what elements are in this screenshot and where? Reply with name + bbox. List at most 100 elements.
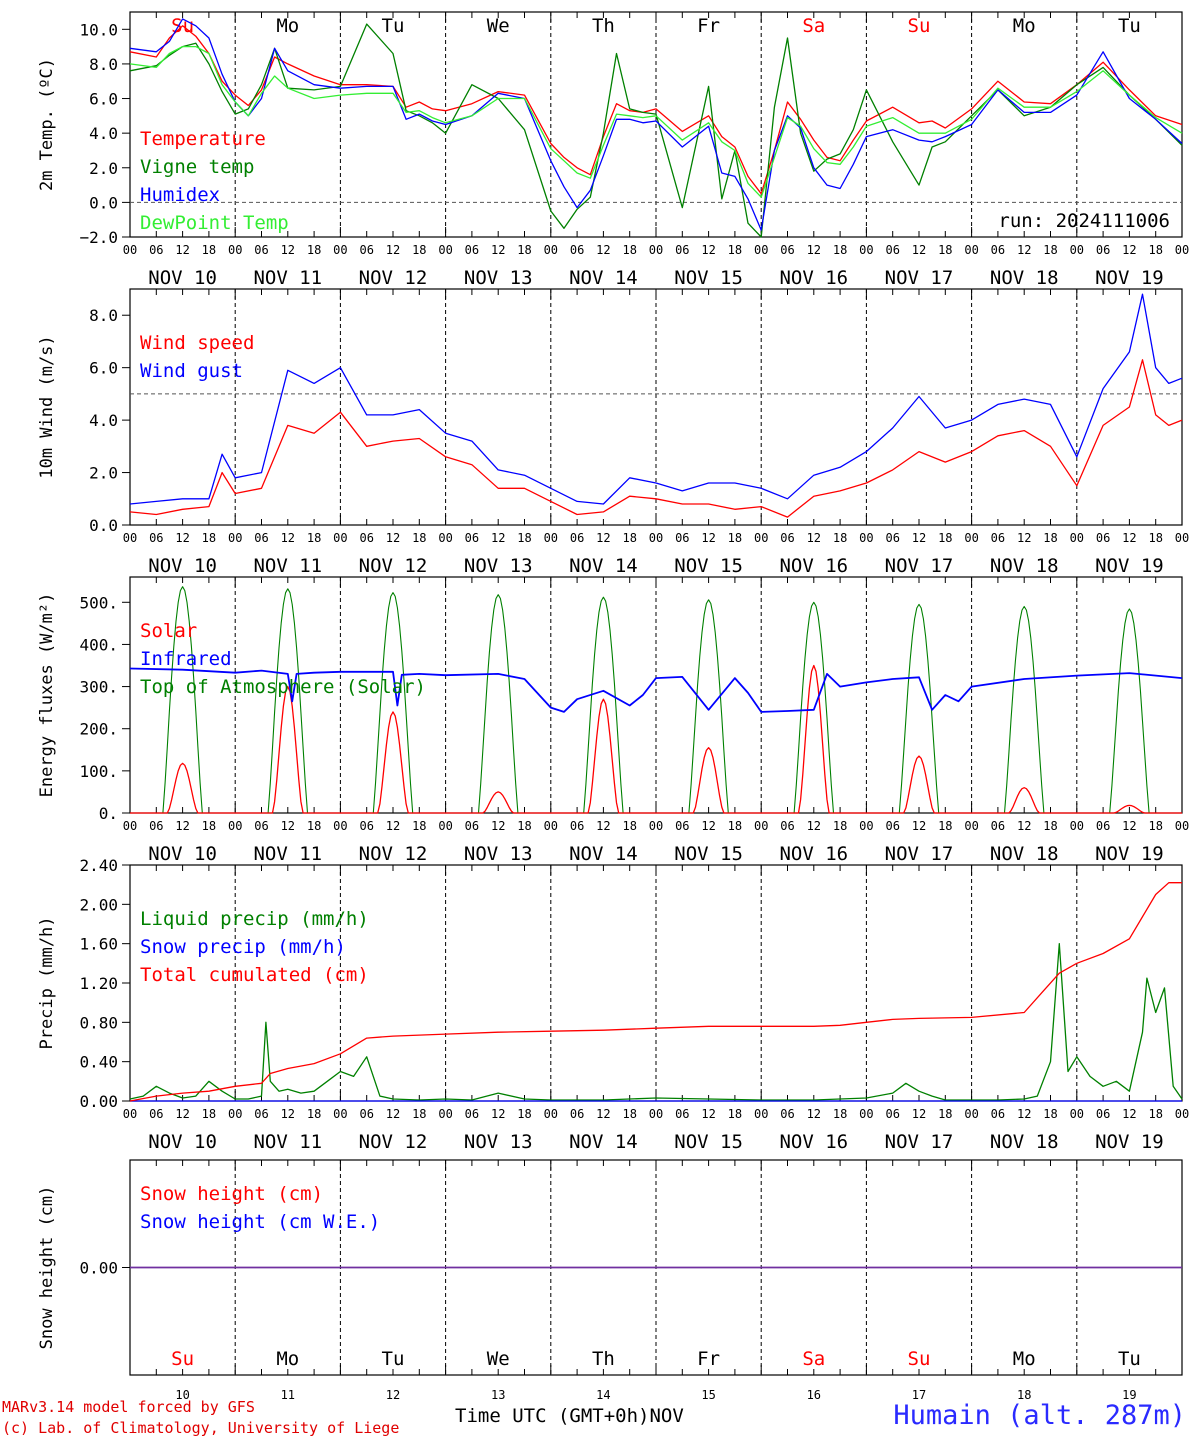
hour-tick-label: 18 <box>412 1107 426 1121</box>
hour-tick-label: 06 <box>570 531 584 545</box>
hour-tick-label: 06 <box>885 243 899 257</box>
day-label: NOV 17 <box>885 843 954 865</box>
legend-entry: Wind gust <box>140 360 243 382</box>
legend-entry: Temperature <box>140 128 266 150</box>
model-credit: MARv3.14 model forced by GFS <box>2 1398 255 1416</box>
weekday-label: Mo <box>1013 1348 1036 1370</box>
y-tick-label: 4.0 <box>89 124 118 143</box>
day-label: NOV 17 <box>885 555 954 577</box>
day-label: NOV 12 <box>359 843 428 865</box>
hour-tick-label: 12 <box>281 819 295 833</box>
hour-tick-label: 00 <box>333 531 347 545</box>
y-tick-label: 1.20 <box>79 974 118 993</box>
y-tick-label: 0.0 <box>89 516 118 535</box>
legend-entry: Humidex <box>140 184 220 206</box>
hour-tick-label: 00 <box>964 1107 978 1121</box>
hour-tick-label: 06 <box>254 819 268 833</box>
day-number-label: 19 <box>1122 1388 1136 1402</box>
legend-entry: Wind speed <box>140 332 254 354</box>
hour-tick-label: 18 <box>1043 819 1057 833</box>
legend-entry: Snow precip (mm/h) <box>140 936 346 958</box>
hour-tick-label: 06 <box>675 531 689 545</box>
y-tick-label: 0.40 <box>79 1053 118 1072</box>
day-label: NOV 12 <box>359 555 428 577</box>
weekday-label: Fr <box>697 15 720 37</box>
hour-tick-label: 12 <box>1122 1107 1136 1121</box>
hour-tick-label: 12 <box>701 531 715 545</box>
hour-tick-label: 06 <box>465 819 479 833</box>
hour-tick-label: 00 <box>544 243 558 257</box>
time-axis-title: Time UTC (GMT+0h)NOV <box>455 1405 684 1427</box>
y-tick-label: 6.0 <box>89 90 118 109</box>
series-line-solar <box>130 664 1182 814</box>
hour-tick-label: 18 <box>728 819 742 833</box>
hour-tick-label: 00 <box>123 243 137 257</box>
series-line-vigne-temp <box>129 23 1183 238</box>
y-tick-label: 0.80 <box>79 1013 118 1032</box>
hour-tick-label: 12 <box>912 531 926 545</box>
hour-tick-label: 06 <box>149 531 163 545</box>
hour-tick-label: 00 <box>649 819 663 833</box>
hour-tick-label: 00 <box>964 243 978 257</box>
series-line-liquid-precip-mm-h- <box>129 943 1183 1101</box>
day-number-label: 18 <box>1017 1388 1031 1402</box>
y-tick-label: 2.00 <box>79 895 118 914</box>
hour-tick-label: 12 <box>386 243 400 257</box>
y-tick-label: 500. <box>79 593 118 612</box>
day-label: NOV 11 <box>253 267 322 289</box>
day-number-label: 10 <box>175 1388 189 1402</box>
hour-tick-label: 18 <box>1043 1107 1057 1121</box>
day-label: NOV 11 <box>253 1131 322 1153</box>
hour-tick-label: 12 <box>175 243 189 257</box>
hour-tick-label: 06 <box>991 1107 1005 1121</box>
y-tick-label: 0.0 <box>89 193 118 212</box>
hour-tick-label: 06 <box>675 819 689 833</box>
hour-tick-label: 18 <box>622 819 636 833</box>
hour-tick-label: 00 <box>859 1107 873 1121</box>
weekday-label: Fr <box>697 1348 720 1370</box>
hour-tick-label: 00 <box>544 1107 558 1121</box>
hour-tick-label: 18 <box>833 531 847 545</box>
lab-credit: (c) Lab. of Climatology, University of L… <box>2 1419 400 1437</box>
hour-tick-label: 06 <box>1096 531 1110 545</box>
y-axis-title: Precip (mm/h) <box>37 916 57 1049</box>
hour-tick-label: 00 <box>754 243 768 257</box>
day-number-label: 17 <box>912 1388 926 1402</box>
hour-tick-label: 06 <box>570 1107 584 1121</box>
hour-tick-label: 00 <box>1070 1107 1084 1121</box>
hour-tick-label: 12 <box>596 243 610 257</box>
hour-tick-label: 18 <box>833 243 847 257</box>
day-label: NOV 16 <box>779 1131 848 1153</box>
y-tick-label: 8.0 <box>89 306 118 325</box>
weekday-label: Tu <box>1118 1348 1141 1370</box>
hour-tick-label: 18 <box>202 531 216 545</box>
hour-tick-label: 00 <box>228 531 242 545</box>
hour-tick-label: 00 <box>228 243 242 257</box>
hour-tick-label: 18 <box>517 819 531 833</box>
hour-tick-label: 00 <box>649 531 663 545</box>
hour-tick-label: 12 <box>281 243 295 257</box>
hour-tick-label: 00 <box>754 531 768 545</box>
hour-tick-label: 06 <box>675 1107 689 1121</box>
hour-tick-label: 00 <box>438 1107 452 1121</box>
y-tick-label: 8.0 <box>89 55 118 74</box>
weekday-label: Mo <box>276 15 299 37</box>
hour-tick-label: 06 <box>780 243 794 257</box>
hour-tick-label: 18 <box>622 243 636 257</box>
hour-tick-label: 06 <box>780 531 794 545</box>
weekday-label: Su <box>908 15 931 37</box>
hour-tick-label: 06 <box>675 243 689 257</box>
y-axis-title: Energy fluxes (W/m²) <box>37 593 57 798</box>
hour-tick-label: 12 <box>175 531 189 545</box>
legend-entry: Total cumulated (cm) <box>140 964 369 986</box>
weekday-label: Th <box>592 1348 615 1370</box>
day-label: NOV 15 <box>674 1131 743 1153</box>
hour-tick-label: 12 <box>807 531 821 545</box>
hour-tick-label: 00 <box>1175 819 1189 833</box>
hour-tick-label: 18 <box>202 1107 216 1121</box>
hour-tick-label: 00 <box>859 819 873 833</box>
hour-tick-label: 18 <box>1148 819 1162 833</box>
y-tick-label: 300. <box>79 678 118 697</box>
hour-tick-label: 18 <box>938 1107 952 1121</box>
day-label: NOV 11 <box>253 555 322 577</box>
